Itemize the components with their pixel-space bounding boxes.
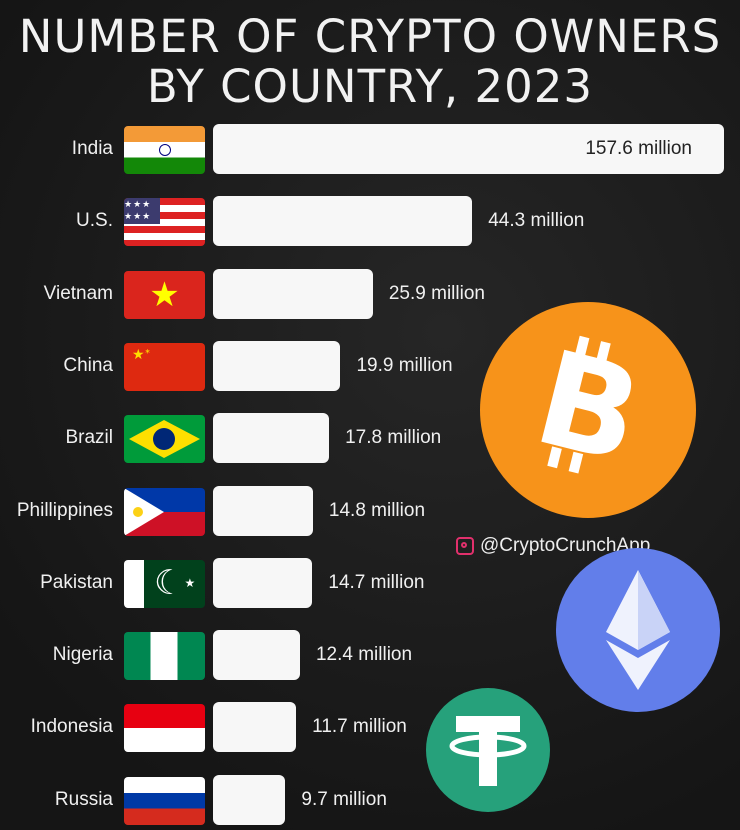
bar-row: U.S. ★★★ ★★★ 44.3 million bbox=[0, 196, 740, 248]
flag-icon bbox=[124, 632, 205, 681]
flag-icon bbox=[124, 415, 205, 464]
bar bbox=[213, 340, 341, 391]
data-label: 14.8 million bbox=[328, 499, 426, 521]
bar bbox=[213, 557, 313, 608]
bar-row: India 157.6 million bbox=[0, 124, 740, 176]
category-label: Russia bbox=[54, 788, 113, 810]
chart-title: NUMBER OF CRYPTO OWNERS BY COUNTRY, 2023 bbox=[18, 10, 722, 113]
flag-icon bbox=[124, 487, 205, 536]
flag-icon: ☾★ bbox=[124, 559, 205, 608]
instagram-handle: @CryptoCrunchApp bbox=[456, 535, 650, 557]
data-label: 11.7 million bbox=[312, 716, 407, 738]
ethereum-logo bbox=[556, 548, 720, 712]
flag-icon: ★∗ bbox=[124, 342, 205, 391]
bar-row: Nigeria 12.4 million bbox=[0, 630, 740, 682]
category-label: India bbox=[71, 138, 113, 159]
bar bbox=[213, 124, 724, 174]
category-label: U.S. bbox=[76, 210, 113, 232]
flag-icon bbox=[124, 776, 205, 825]
tether-logo bbox=[426, 688, 550, 812]
flag-icon: ★★★ ★★★ bbox=[124, 198, 205, 247]
category-label: Phillippines bbox=[16, 499, 113, 521]
category-label: Pakistan bbox=[40, 571, 113, 593]
data-label: 19.9 million bbox=[356, 354, 453, 376]
data-label: 9.7 million bbox=[301, 788, 387, 810]
bar-row: China ★∗ 19.9 million bbox=[0, 340, 740, 393]
category-label: China bbox=[63, 354, 113, 376]
data-label: 12.4 million bbox=[315, 644, 413, 666]
bar-row: Pakistan ☾★ 14.7 million bbox=[0, 557, 740, 610]
bar bbox=[213, 702, 297, 753]
data-label: 25.9 million bbox=[388, 282, 485, 304]
bar bbox=[213, 630, 300, 681]
flag-icon bbox=[124, 704, 205, 753]
bar bbox=[213, 196, 473, 247]
bitcoin-logo: B bbox=[480, 302, 696, 518]
category-label: Nigeria bbox=[52, 644, 113, 666]
bar bbox=[213, 774, 286, 825]
category-label: Indonesia bbox=[30, 716, 113, 738]
bar-row: Indonesia 11.7 million bbox=[0, 702, 740, 754]
category-label: Brazil bbox=[65, 427, 113, 449]
bar-row: Vietnam ★ 25.9 million bbox=[0, 268, 740, 321]
bar bbox=[213, 485, 313, 536]
flag-icon bbox=[124, 126, 205, 174]
data-label: 14.7 million bbox=[328, 571, 425, 593]
category-label: Vietnam bbox=[43, 282, 113, 304]
bar bbox=[213, 413, 330, 464]
data-label: 157.6 million bbox=[585, 138, 692, 159]
flag-icon: ★ bbox=[124, 270, 205, 319]
bar-row: Phillippines 14.8 million bbox=[0, 485, 740, 538]
bar bbox=[213, 268, 373, 319]
instagram-icon bbox=[456, 537, 474, 555]
data-label: 17.8 million bbox=[345, 427, 442, 449]
data-label: 44.3 million bbox=[488, 210, 585, 232]
bar-row: Brazil 17.8 million bbox=[0, 413, 740, 465]
bar-row: Russia 9.7 million bbox=[0, 774, 740, 827]
